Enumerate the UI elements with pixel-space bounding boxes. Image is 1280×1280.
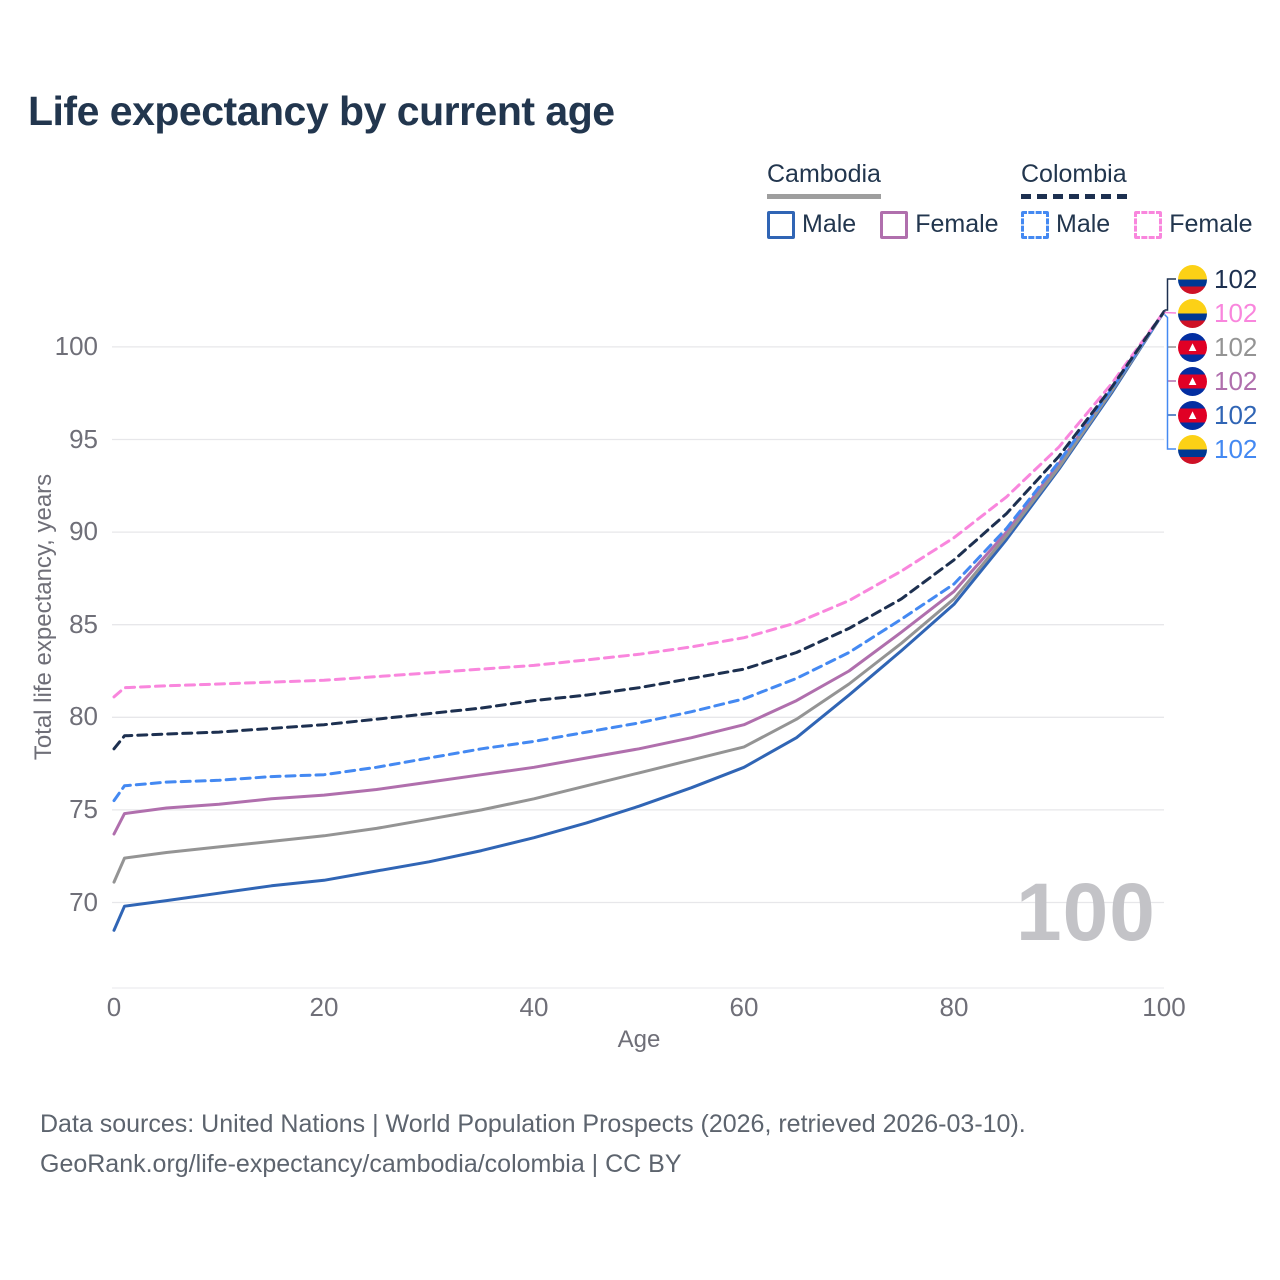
series-line-cambodia-male[interactable] [112, 310, 1166, 932]
legend-country-cambodia[interactable]: Cambodia [767, 160, 881, 199]
colombia-flag-icon [1178, 298, 1207, 328]
end-label-cambodia-both-sexes[interactable]: ▲ 102 [1178, 331, 1257, 363]
cambodia-flag-icon: ▲ [1178, 332, 1207, 362]
cambodia-flag-icon: ▲ [1178, 366, 1207, 396]
age-counter-watermark: 100 [1016, 867, 1156, 958]
end-label-connector [1164, 278, 1176, 311]
end-label-value: 102 [1214, 365, 1258, 396]
series-line-colombia-both-sexes[interactable] [112, 310, 1166, 751]
legend-item-colombia-female[interactable]: Female [1134, 210, 1253, 239]
legend-group-colombia: Colombia Male Female [1021, 160, 1253, 239]
legend-item-cambodia-female[interactable]: Female [880, 210, 999, 239]
end-label-connector [1164, 311, 1177, 314]
footer-attribution: GeoRank.org/life-expectancy/cambodia/col… [40, 1150, 682, 1178]
colombia-flag-icon [1178, 434, 1207, 464]
legend-label-cambodia-female: Female [915, 210, 999, 238]
colombia-flag-icon [1178, 264, 1207, 294]
legend-label-cambodia-male: Male [802, 210, 857, 238]
y-tick-label: 75 [69, 793, 98, 824]
colombia-female-checkbox-icon [1134, 210, 1163, 239]
footer: Data sources: United Nations | World Pop… [40, 1104, 1026, 1184]
y-axis-title: Total life expectancy, years [30, 473, 57, 761]
end-label-value: 102 [1214, 433, 1258, 464]
series-line-cambodia-both-sexes[interactable] [112, 310, 1166, 884]
x-tick-label: 80 [939, 992, 969, 1022]
legend-item-colombia-male[interactable]: Male [1021, 210, 1110, 239]
end-label-connector [1163, 313, 1176, 450]
legend-label-colombia-female: Female [1169, 210, 1253, 238]
legend-label-colombia-male: Male [1056, 210, 1111, 238]
legend-country-colombia[interactable]: Colombia [1021, 160, 1127, 199]
end-label-colombia-both-sexes[interactable]: 102 [1178, 263, 1257, 295]
end-label-value: 102 [1214, 297, 1258, 328]
y-tick-label: 95 [69, 423, 98, 454]
end-label-colombia-male[interactable]: 102 [1178, 433, 1257, 465]
angkor-wat-glyph: ▲ [1186, 372, 1199, 388]
x-tick-label: 40 [519, 992, 549, 1022]
cambodia-flag-icon: ▲ [1178, 400, 1207, 430]
series-line-colombia-male[interactable] [112, 310, 1166, 803]
legend-group-cambodia: Cambodia Male Female [767, 160, 999, 239]
cambodia-female-checkbox-icon [880, 210, 909, 239]
x-tick-label: 0 [106, 992, 122, 1022]
end-label-cambodia-male[interactable]: ▲ 102 [1178, 399, 1257, 431]
x-tick-label: 60 [729, 992, 759, 1022]
chart-title: Life expectancy by current age [28, 88, 615, 134]
x-tick-label: 20 [309, 992, 339, 1022]
angkor-wat-glyph: ▲ [1186, 338, 1199, 354]
cambodia-male-checkbox-icon [767, 210, 795, 239]
colombia-male-checkbox-icon [1021, 210, 1049, 239]
series-line-cambodia-female[interactable] [112, 310, 1166, 836]
angkor-wat-glyph: ▲ [1186, 406, 1199, 422]
end-label-cambodia-female[interactable]: ▲ 102 [1178, 365, 1257, 397]
y-tick-label: 80 [69, 701, 98, 732]
end-label-colombia-female[interactable]: 102 [1178, 297, 1257, 329]
series-line-colombia-female[interactable] [112, 310, 1166, 699]
y-tick-label: 70 [69, 886, 98, 917]
end-label-value: 102 [1214, 263, 1258, 294]
y-tick-label: 90 [69, 516, 98, 547]
end-label-value: 102 [1214, 331, 1258, 362]
y-tick-label: 100 [54, 330, 98, 361]
legend-item-cambodia-male[interactable]: Male [767, 210, 856, 239]
footer-data-sources: Data sources: United Nations | World Pop… [40, 1110, 1026, 1138]
x-axis-title: Age [617, 1026, 661, 1053]
y-tick-label: 85 [69, 608, 98, 639]
end-label-value: 102 [1214, 399, 1258, 430]
x-tick-label: 100 [1142, 992, 1186, 1022]
